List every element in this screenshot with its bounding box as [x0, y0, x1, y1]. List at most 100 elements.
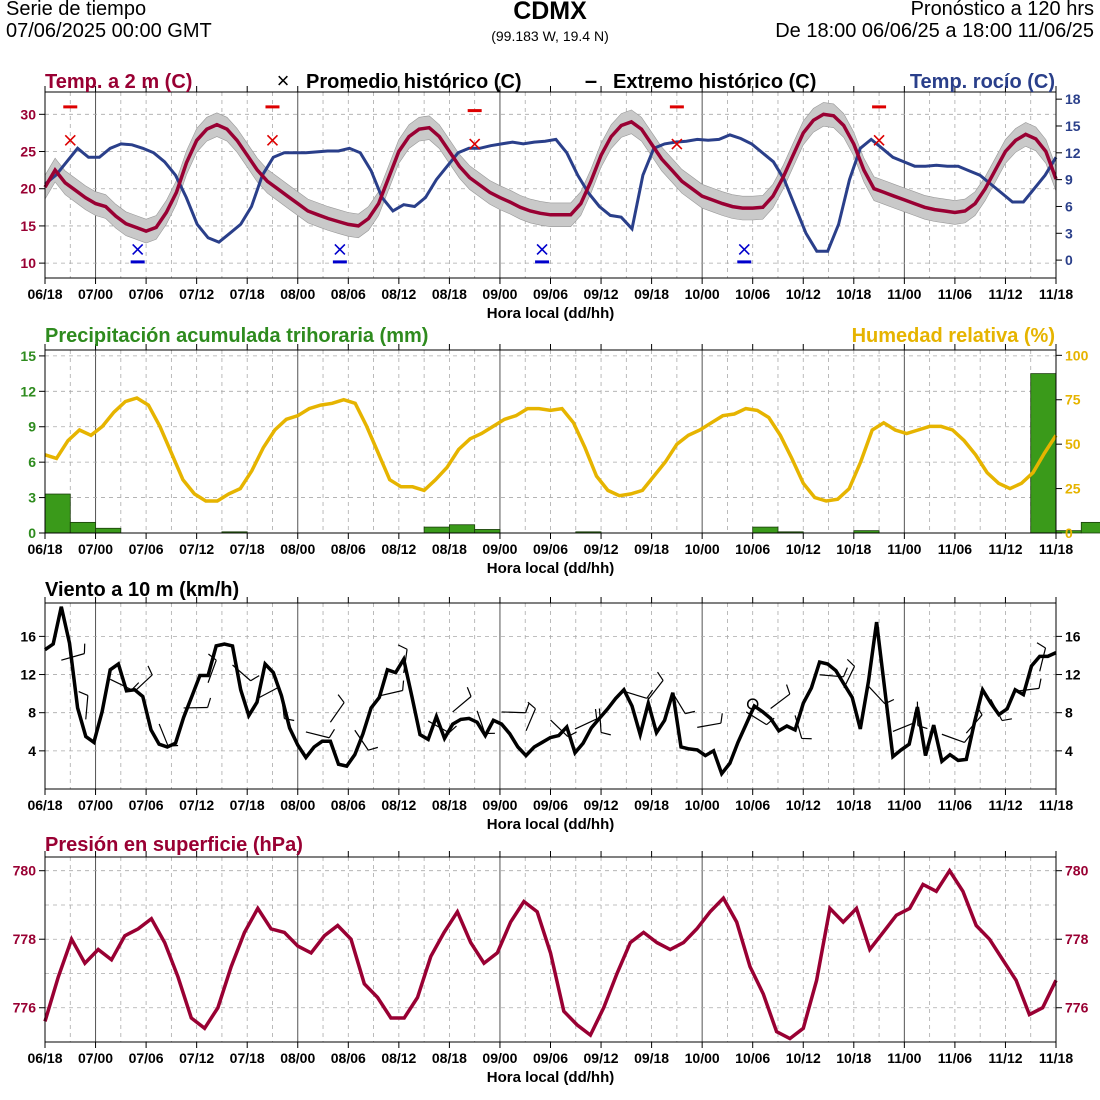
plot-frame — [44, 602, 1057, 790]
wind-barb — [598, 708, 602, 733]
wind-barb-flag — [646, 689, 654, 699]
y-tick-label-left: 16 — [20, 628, 36, 644]
wind-barb-flag — [337, 694, 345, 703]
wind-barb-flag — [785, 684, 791, 695]
x-tick-label: 11/18 — [1039, 286, 1073, 302]
plot-frame — [44, 349, 1057, 534]
x-tick-label: 11/18 — [1039, 1050, 1073, 1066]
x-tick-label: 11/12 — [988, 541, 1022, 557]
wind-barb — [794, 715, 803, 739]
y-tick-label-right: 25 — [1065, 481, 1081, 497]
precip-bar — [448, 524, 476, 534]
x-tick-label: 07/06 — [129, 1050, 164, 1066]
x-tick-label: 08/12 — [381, 1050, 416, 1066]
y-tick-label-left: 0 — [28, 525, 36, 541]
x-tick-label: 09/12 — [584, 286, 619, 302]
x-tick-label: 10/18 — [836, 286, 871, 302]
x-tick-label: 09/06 — [533, 797, 568, 813]
y-tick-label-left: 20 — [20, 181, 36, 197]
wind-barb — [379, 689, 403, 697]
x-tick-label: 07/12 — [179, 797, 214, 813]
hist-mean-mark — [536, 243, 548, 255]
y-tick-label-left: 12 — [20, 383, 36, 399]
hist-mean-mark — [738, 243, 750, 255]
x-axis-label: Hora local (dd/hh) — [487, 305, 615, 322]
y-tick-label-left: 10 — [20, 255, 36, 271]
pressure-line — [43, 867, 1058, 1041]
y-tick-label-left: 3 — [28, 490, 36, 506]
wind-barb — [574, 718, 597, 730]
wind-barb-flag — [594, 708, 598, 720]
x-tick-label: 07/06 — [129, 541, 164, 557]
legend-mean-symbol: × — [277, 68, 290, 93]
y-tick-label-right: 0 — [1065, 252, 1073, 268]
wind-barb — [892, 721, 916, 732]
x-tick-label: 11/06 — [938, 541, 972, 557]
wind-barb-flag — [250, 675, 260, 682]
x-tick-label: 08/06 — [331, 1050, 366, 1066]
wind-barb-flag — [1001, 718, 1012, 722]
x-tick-label: 07/06 — [129, 286, 164, 302]
temp-title: Temp. a 2 m (C) — [45, 71, 192, 93]
header-title: CDMX — [513, 0, 587, 25]
x-tick-label: 10/18 — [836, 1050, 871, 1066]
x-tick-label: 11/06 — [938, 286, 972, 302]
x-tick-label: 10/06 — [735, 1050, 770, 1066]
x-tick-label: 06/18 — [27, 541, 62, 557]
x-tick-label: 10/12 — [786, 541, 821, 557]
hist-mean-mark — [334, 243, 346, 255]
x-tick-label: 09/18 — [634, 286, 669, 302]
x-tick-label: 07/12 — [179, 541, 214, 557]
y-tick-label-left: 778 — [13, 931, 37, 947]
wind-barb — [623, 690, 648, 699]
x-tick-label: 10/12 — [786, 286, 821, 302]
y-tick-label-right: 75 — [1065, 392, 1081, 408]
pressure-title: Presión en superficie (hPa) — [45, 834, 303, 856]
wind-speed-line — [44, 606, 1057, 778]
precip-bar — [95, 527, 122, 534]
wind-barb-flag — [402, 680, 405, 691]
y-tick-label-left: 6 — [28, 454, 36, 470]
x-axis-label: Hora local (dd/hh) — [487, 560, 615, 577]
x-tick-label: 10/06 — [735, 797, 770, 813]
x-tick-label: 06/18 — [27, 286, 62, 302]
y-tick-label-right: 18 — [1065, 91, 1081, 107]
precip-bar — [474, 529, 501, 534]
legend-extreme-label: Extremo histórico (C) — [613, 71, 816, 93]
x-tick-label: 11/12 — [988, 797, 1022, 813]
x-tick-label: 08/00 — [280, 797, 315, 813]
wind-barb-flag — [720, 713, 723, 724]
dew-point-line — [44, 133, 1058, 253]
x-tick-label: 10/06 — [735, 541, 770, 557]
wind-barb — [770, 693, 791, 709]
x-tick-label: 07/00 — [78, 797, 113, 813]
x-tick-label: 07/18 — [230, 541, 265, 557]
wind-barb — [109, 678, 133, 691]
hist-mean-mark — [132, 243, 144, 255]
x-tick-label: 09/12 — [584, 797, 619, 813]
wind-barb-flag — [207, 697, 212, 708]
wind-barb-flag — [328, 728, 335, 739]
x-tick-label: 09/18 — [634, 1050, 669, 1066]
header-left-line1: Serie de tiempo — [6, 0, 147, 20]
x-tick-label: 09/12 — [584, 541, 619, 557]
wind-barb — [868, 685, 886, 705]
hist-mean-mark — [64, 134, 76, 146]
wind-barb — [452, 696, 472, 713]
x-tick-label: 11/12 — [988, 1050, 1022, 1066]
y-tick-label-right: 9 — [1065, 172, 1073, 188]
wind-barb — [1039, 647, 1047, 672]
x-tick-label: 06/18 — [27, 1050, 62, 1066]
legend-mean-label: Promedio histórico (C) — [306, 71, 522, 93]
x-tick-label: 11/18 — [1039, 541, 1073, 557]
header-subtitle: (99.183 W, 19.4 N) — [491, 28, 609, 44]
x-tick-label: 07/00 — [78, 286, 113, 302]
wind-barb — [647, 680, 664, 700]
y-tick-label-left: 15 — [20, 218, 36, 234]
hist-mean-mark — [469, 138, 481, 150]
wind-barb-flag — [466, 687, 472, 697]
wind-barb-flag — [1036, 642, 1046, 649]
panel-1: 06/18 07/00 07/06 07/12 07/18 08/00 08/06 08/12… — [20, 68, 1080, 322]
x-tick-label: 07/18 — [230, 797, 265, 813]
x-tick-label: 11/00 — [887, 541, 921, 557]
